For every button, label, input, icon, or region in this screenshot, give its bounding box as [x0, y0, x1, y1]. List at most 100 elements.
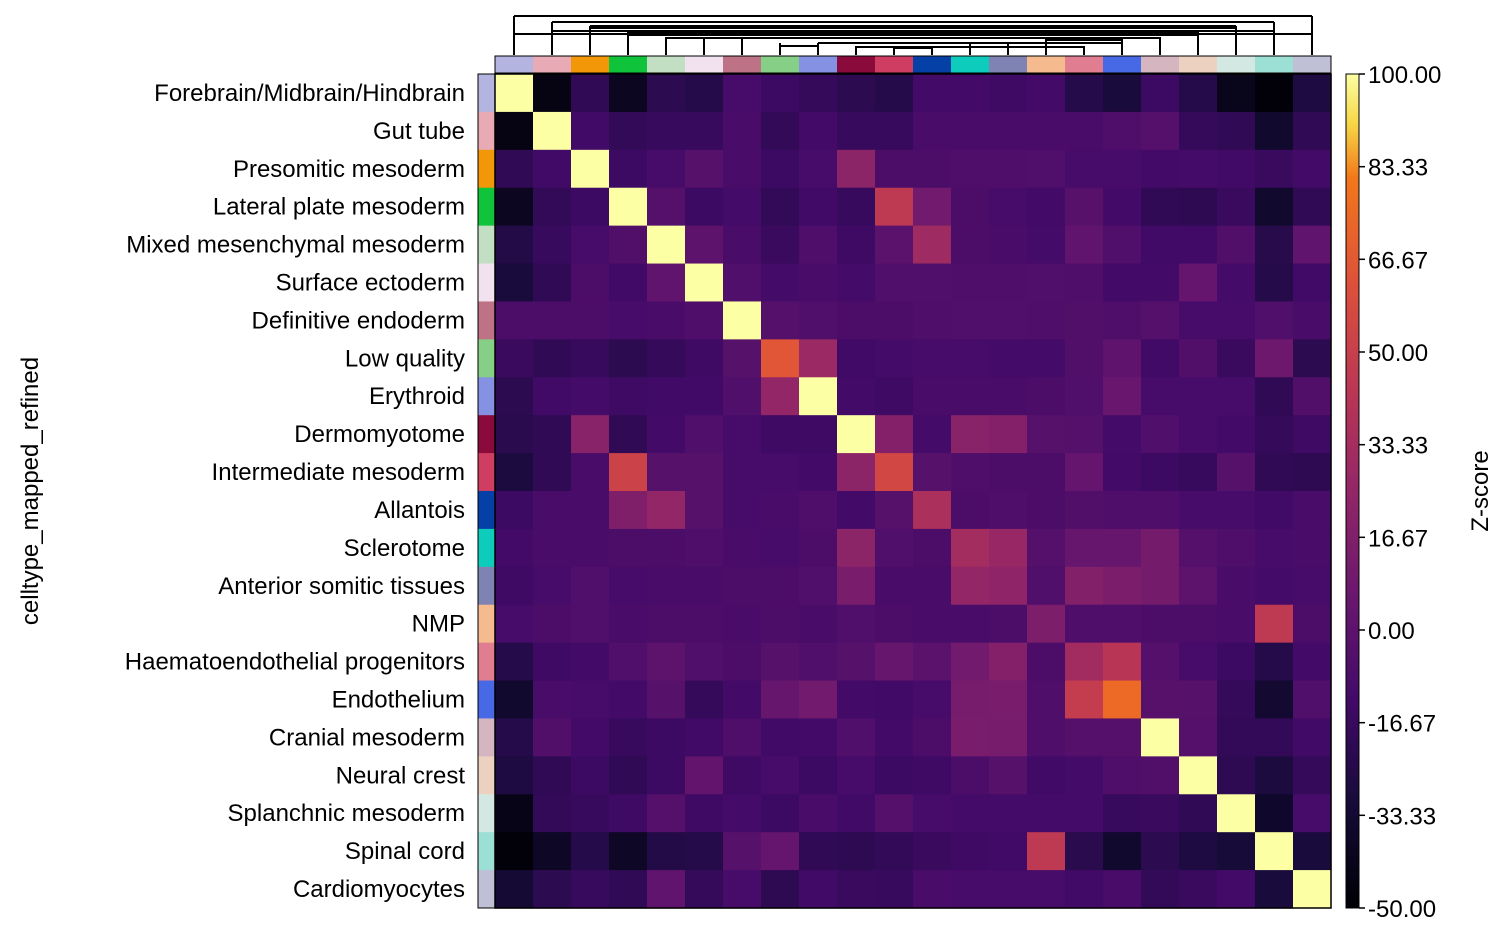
- heatmap-cell: [1293, 339, 1332, 378]
- heatmap-cell: [913, 491, 952, 530]
- heatmap-cell: [571, 149, 610, 189]
- heatmap-cell: [1255, 415, 1294, 454]
- row-color-swatch: [478, 680, 495, 719]
- heatmap-cell: [1103, 566, 1142, 606]
- column-color-swatch: [761, 56, 800, 73]
- heatmap-cell: [1255, 680, 1294, 720]
- column-color-swatch: [495, 56, 534, 73]
- heatmap-cell: [647, 491, 686, 530]
- heatmap-cell: [1179, 263, 1218, 303]
- heatmap-cell: [533, 453, 572, 492]
- heatmap-cell: [571, 263, 610, 303]
- heatmap-cell: [1103, 339, 1142, 378]
- heatmap-cell: [1293, 528, 1332, 568]
- heatmap-cell: [951, 74, 990, 113]
- heatmap-cell: [1141, 794, 1180, 833]
- heatmap-cell: [799, 566, 838, 606]
- row-color-swatch: [478, 415, 495, 454]
- heatmap-cell: [1179, 642, 1218, 682]
- heatmap-cell: [685, 491, 724, 530]
- heatmap-cell: [913, 415, 952, 454]
- row-color-swatch: [478, 339, 495, 378]
- heatmap-cell: [609, 301, 648, 340]
- heatmap-cell: [723, 832, 762, 871]
- heatmap-cell: [1179, 756, 1218, 795]
- heatmap-cell: [989, 642, 1028, 682]
- heatmap-cell: [723, 528, 762, 568]
- heatmap-cell: [1027, 680, 1066, 720]
- heatmap-cell: [571, 642, 610, 682]
- heatmap-cell: [761, 718, 800, 757]
- heatmap-cell: [1103, 453, 1142, 492]
- heatmap-cell: [1027, 263, 1066, 303]
- heatmap-cell: [723, 680, 762, 720]
- heatmap-cell: [685, 794, 724, 833]
- column-color-swatch: [1027, 56, 1066, 73]
- heatmap-cell: [1141, 377, 1180, 416]
- heatmap-cell: [685, 528, 724, 568]
- heatmap-cell: [1293, 74, 1332, 113]
- heatmap-cell: [647, 832, 686, 871]
- heatmap-cell: [799, 187, 838, 227]
- heatmap-cell: [913, 528, 952, 568]
- heatmap-cell: [685, 756, 724, 795]
- heatmap-cell: [609, 794, 648, 833]
- heatmap-cell: [1065, 491, 1104, 530]
- heatmap-cell: [571, 301, 610, 340]
- heatmap-cell: [913, 756, 952, 795]
- heatmap-cell: [685, 225, 724, 265]
- heatmap-cell: [1103, 111, 1142, 151]
- heatmap-cell: [1065, 566, 1104, 606]
- colorbar: 100.00 83.33 66.67 50.00 33.33 16.67 0.00 -16.6…: [1345, 62, 1494, 923]
- heatmap-cell: [1293, 111, 1332, 151]
- heatmap-cell: [913, 225, 952, 265]
- heatmap-cell: [1217, 718, 1256, 757]
- heatmap-cell: [533, 415, 572, 454]
- heatmap-cell: [685, 111, 724, 151]
- heatmap-cell: [1141, 225, 1180, 265]
- heatmap-cell: [799, 718, 838, 757]
- heatmap-cell: [1179, 604, 1218, 644]
- heatmap-cell: [495, 149, 534, 189]
- heatmap-cell: [1065, 528, 1104, 568]
- heatmap-cell: [1141, 74, 1180, 113]
- column-color-swatch: [1217, 56, 1256, 73]
- heatmap-cell: [913, 604, 952, 644]
- heatmap-cell: [1027, 832, 1066, 871]
- column-color-swatch: [1141, 56, 1180, 73]
- heatmap-cell: [1103, 491, 1142, 530]
- heatmap-cell: [533, 566, 572, 606]
- heatmap-cell: [1217, 794, 1256, 833]
- heatmap-cell: [533, 187, 572, 227]
- heatmap-cell: [875, 415, 914, 454]
- heatmap-cell: [761, 225, 800, 265]
- heatmap-cell: [913, 149, 952, 189]
- heatmap-cell: [685, 604, 724, 644]
- heatmap-cell: [571, 74, 610, 113]
- heatmap-cell: [837, 680, 876, 720]
- heatmap-cell: [875, 339, 914, 378]
- colorbar-tick-label: 83.33: [1368, 155, 1428, 182]
- heatmap-cell: [647, 680, 686, 720]
- row-label: Endothelium: [332, 687, 465, 714]
- heatmap-cell: [723, 377, 762, 416]
- heatmap-cell: [989, 453, 1028, 492]
- heatmap-cell: [1103, 225, 1142, 265]
- heatmap-cell: [495, 491, 534, 530]
- row-label: Haematoendothelial progenitors: [125, 649, 465, 676]
- heatmap-cell: [913, 680, 952, 720]
- row-label: Presomitic mesoderm: [233, 156, 465, 183]
- heatmap-cell: [571, 453, 610, 492]
- row-label: Surface ectoderm: [276, 270, 465, 297]
- heatmap-cell: [989, 870, 1028, 909]
- heatmap-cell: [1065, 604, 1104, 644]
- heatmap-cell: [799, 642, 838, 682]
- heatmap-cell: [1179, 718, 1218, 757]
- heatmap-cell: [685, 301, 724, 340]
- heatmap-cell: [1179, 794, 1218, 833]
- heatmap-cell: [1217, 566, 1256, 606]
- heatmap-cell: [723, 491, 762, 530]
- heatmap-cell: [685, 263, 724, 303]
- heatmap-cell: [799, 680, 838, 720]
- heatmap-cell: [837, 74, 876, 113]
